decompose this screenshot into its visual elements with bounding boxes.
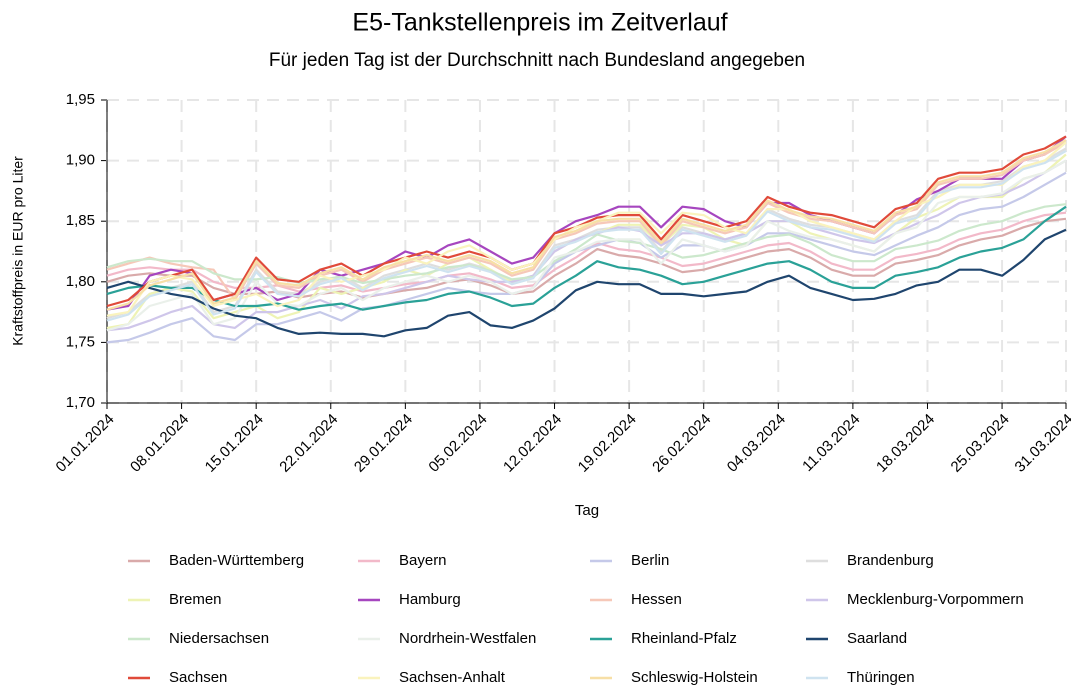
x-tick-label: 11.03.2024 [799,411,863,475]
x-tick-label: 25.03.2024 [948,411,1013,476]
legend-label: Thüringen [847,669,915,686]
x-tick-label: 12.02.2024 [500,411,565,476]
y-tick-label: 1,85 [66,212,95,229]
series-line [106,203,1067,285]
x-tick-label: 26.02.2024 [649,411,714,476]
y-tick-label: 1,70 [66,394,95,411]
legend-label: Sachsen [169,669,227,686]
legend-label: Brandenburg [847,552,934,569]
series-line [106,228,1067,338]
y-tick-label: 1,75 [66,333,95,350]
x-tick-label: 01.01.2024 [53,411,118,476]
series-line [106,147,1067,320]
series-line [106,159,1067,332]
legend-label: Hessen [631,591,682,608]
y-axis-title: Kraftstoffpreis in EUR pro Liter [10,156,26,346]
x-tick-label: 19.02.2024 [575,411,640,476]
y-tick-label: 1,80 [66,273,95,290]
legend-label: Saarland [847,630,907,647]
legend-label: Nordrhein-Westfalen [399,630,536,647]
x-tick-label: 15.01.2024 [202,411,267,476]
legend-label: Bayern [399,552,447,569]
x-tick-label: 04.03.2024 [724,411,789,476]
y-tick-label: 1,95 [66,91,95,108]
series-line [106,149,1067,322]
series-line [106,211,1067,293]
series-line [106,135,1067,308]
x-axis-title: Tag [575,502,599,519]
y-tick-label: 1,90 [66,152,95,169]
x-tick-label: 08.01.2024 [127,411,192,476]
chart-title: E5-Tankstellenpreis im Zeitverlauf [352,9,727,37]
series-line [106,139,1067,311]
legend-label: Bremen [169,591,222,608]
x-tick-label: 18.03.2024 [873,411,938,476]
x-tick-label: 05.02.2024 [425,411,490,476]
legend-label: Hamburg [399,591,461,608]
legend-label: Niedersachsen [169,630,269,647]
legend-label: Berlin [631,552,669,569]
legend-label: Sachsen-Anhalt [399,669,506,686]
legend-label: Mecklenburg-Vorpommern [847,591,1024,608]
series-line [106,141,1067,317]
series-line [106,205,1067,311]
legend-label: Schleswig-Holstein [631,669,758,686]
chart-subtitle: Für jeden Tag ist der Durchschnitt nach … [269,50,805,71]
x-tick-label: 31.03.2024 [1012,411,1071,476]
legend-label: Rheinland-Pfalz [631,630,737,647]
x-tick-label: 29.01.2024 [351,411,416,476]
x-tick-label: 22.01.2024 [276,411,341,476]
legend-label: Baden-Württemberg [169,552,304,569]
